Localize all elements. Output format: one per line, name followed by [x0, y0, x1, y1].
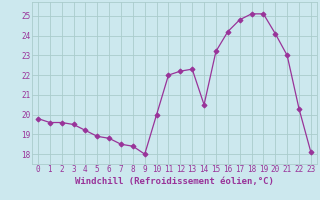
X-axis label: Windchill (Refroidissement éolien,°C): Windchill (Refroidissement éolien,°C): [75, 177, 274, 186]
